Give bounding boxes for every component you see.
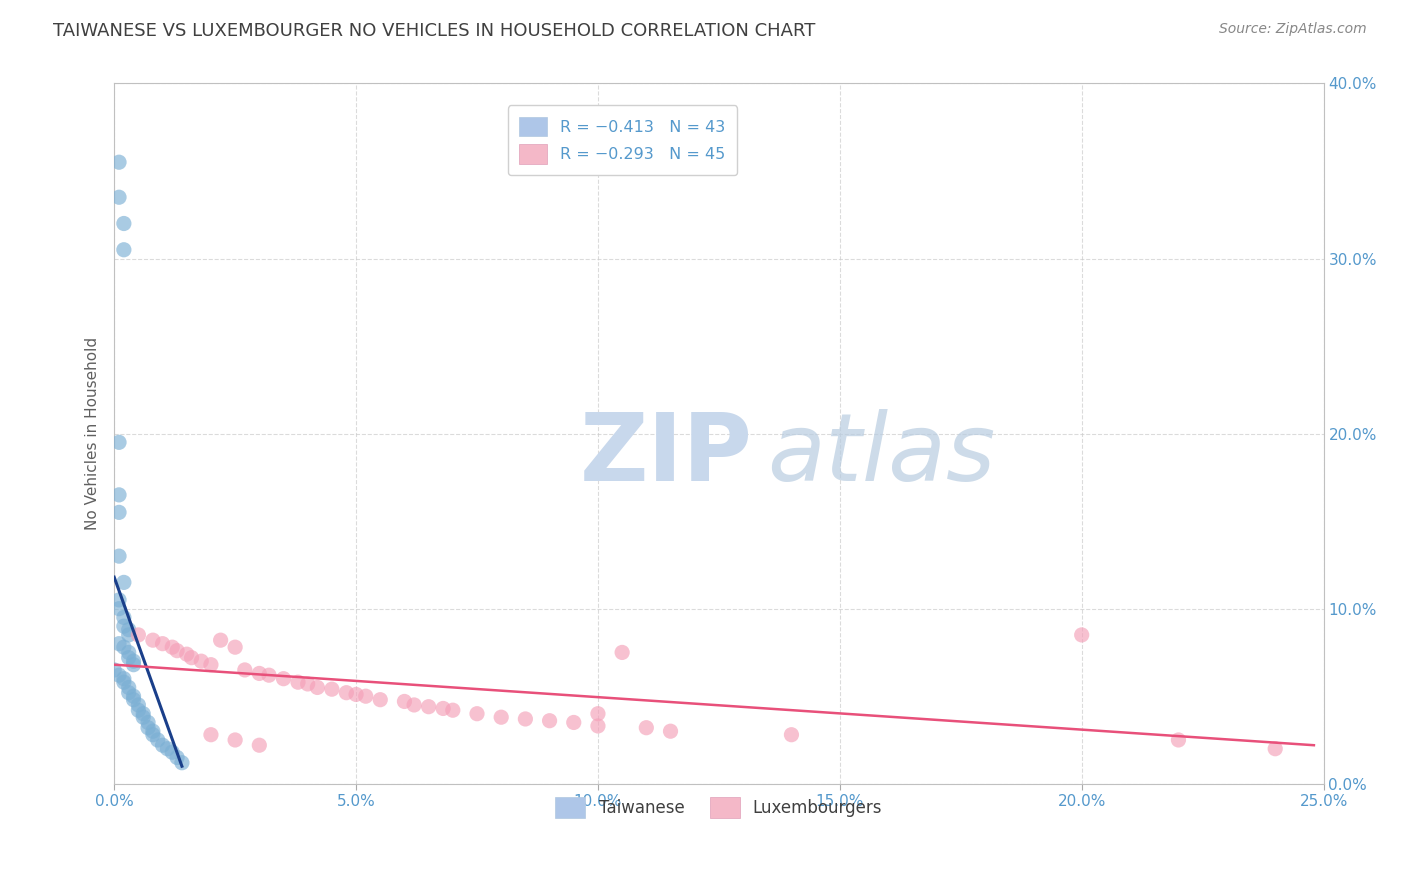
Point xyxy=(108,593,131,607)
Point xyxy=(297,677,319,691)
Point xyxy=(200,728,222,742)
Point xyxy=(112,640,135,655)
Point xyxy=(321,682,343,697)
Point xyxy=(152,637,174,651)
Point xyxy=(156,741,179,756)
Point xyxy=(610,645,633,659)
Point xyxy=(132,710,155,724)
Point xyxy=(108,601,131,615)
Point xyxy=(108,505,131,519)
Point xyxy=(136,721,159,735)
Point xyxy=(209,633,232,648)
Point xyxy=(112,575,135,590)
Point xyxy=(108,668,131,682)
Point xyxy=(112,672,135,686)
Point xyxy=(562,715,585,730)
Point xyxy=(636,721,658,735)
Point xyxy=(118,650,141,665)
Point xyxy=(142,728,165,742)
Point xyxy=(118,686,141,700)
Point xyxy=(170,756,193,770)
Point xyxy=(108,637,131,651)
Point xyxy=(118,623,141,637)
Point xyxy=(233,663,256,677)
Point xyxy=(465,706,488,721)
Point xyxy=(538,714,561,728)
Point xyxy=(118,628,141,642)
Point xyxy=(112,217,135,231)
Point xyxy=(118,645,141,659)
Point xyxy=(180,650,202,665)
Point xyxy=(112,619,135,633)
Point xyxy=(247,738,270,752)
Point xyxy=(162,640,184,655)
Point xyxy=(190,654,212,668)
Text: TAIWANESE VS LUXEMBOURGER NO VEHICLES IN HOUSEHOLD CORRELATION CHART: TAIWANESE VS LUXEMBOURGER NO VEHICLES IN… xyxy=(53,22,815,40)
Y-axis label: No Vehicles in Household: No Vehicles in Household xyxy=(86,337,100,530)
Point xyxy=(122,692,145,706)
Point xyxy=(108,488,131,502)
Point xyxy=(659,724,682,739)
Point xyxy=(224,733,246,747)
Text: ZIP: ZIP xyxy=(579,409,752,500)
Point xyxy=(166,750,188,764)
Point xyxy=(307,681,329,695)
Text: Source: ZipAtlas.com: Source: ZipAtlas.com xyxy=(1219,22,1367,37)
Point xyxy=(112,675,135,690)
Point xyxy=(418,699,440,714)
Point xyxy=(118,681,141,695)
Point xyxy=(335,686,357,700)
Point xyxy=(112,243,135,257)
Point xyxy=(142,724,165,739)
Point xyxy=(152,738,174,752)
Point xyxy=(586,719,609,733)
Point xyxy=(122,654,145,668)
Point xyxy=(122,657,145,672)
Point xyxy=(127,628,149,642)
Point xyxy=(344,688,367,702)
Point xyxy=(136,715,159,730)
Point xyxy=(515,712,537,726)
Point xyxy=(224,640,246,655)
Legend: Taiwanese, Luxembourgers: Taiwanese, Luxembourgers xyxy=(548,790,889,824)
Point xyxy=(354,689,377,703)
Point xyxy=(1070,628,1092,642)
Point xyxy=(142,633,165,648)
Point xyxy=(127,698,149,712)
Point xyxy=(166,643,188,657)
Point xyxy=(247,666,270,681)
Point xyxy=(432,701,454,715)
Point xyxy=(108,190,131,204)
Point xyxy=(112,610,135,624)
Point xyxy=(108,435,131,450)
Point xyxy=(122,689,145,703)
Point xyxy=(1264,741,1286,756)
Point xyxy=(273,672,295,686)
Point xyxy=(127,703,149,717)
Point xyxy=(489,710,512,724)
Point xyxy=(108,155,131,169)
Point xyxy=(162,745,184,759)
Text: atlas: atlas xyxy=(768,409,995,500)
Point xyxy=(200,657,222,672)
Point xyxy=(1167,733,1189,747)
Point xyxy=(586,706,609,721)
Point xyxy=(287,675,309,690)
Point xyxy=(394,694,416,708)
Point xyxy=(176,647,198,661)
Point xyxy=(441,703,464,717)
Point xyxy=(780,728,803,742)
Point xyxy=(108,549,131,563)
Point xyxy=(146,733,169,747)
Point xyxy=(257,668,280,682)
Point xyxy=(404,698,426,712)
Point xyxy=(132,706,155,721)
Point xyxy=(103,663,125,677)
Point xyxy=(368,692,391,706)
